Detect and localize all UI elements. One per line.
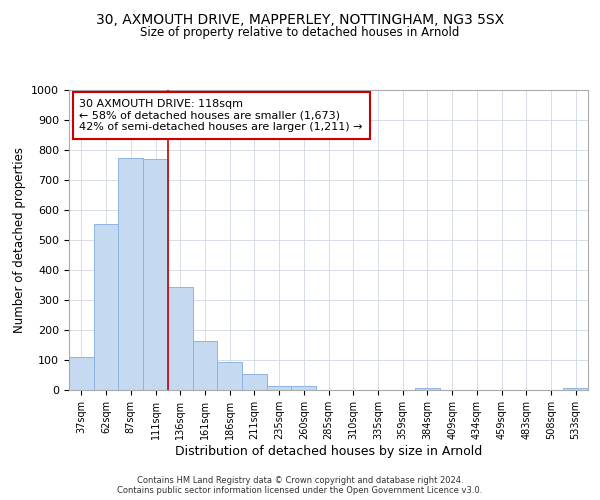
Text: 30 AXMOUTH DRIVE: 118sqm
← 58% of detached houses are smaller (1,673)
42% of sem: 30 AXMOUTH DRIVE: 118sqm ← 58% of detach… [79, 99, 363, 132]
Bar [217, 362, 242, 390]
Bar [168, 286, 193, 390]
Bar [69, 357, 94, 390]
Y-axis label: Number of detached properties: Number of detached properties [13, 147, 26, 333]
Bar [193, 340, 217, 390]
Bar [292, 386, 316, 390]
Bar [143, 159, 168, 390]
Bar [267, 386, 292, 390]
Bar [242, 374, 267, 390]
Text: 30, AXMOUTH DRIVE, MAPPERLEY, NOTTINGHAM, NG3 5SX: 30, AXMOUTH DRIVE, MAPPERLEY, NOTTINGHAM… [96, 12, 504, 26]
Bar [94, 224, 118, 390]
Bar [563, 388, 588, 390]
Text: Contains HM Land Registry data © Crown copyright and database right 2024.
Contai: Contains HM Land Registry data © Crown c… [118, 476, 482, 495]
Text: Size of property relative to detached houses in Arnold: Size of property relative to detached ho… [140, 26, 460, 39]
Bar [415, 388, 440, 390]
X-axis label: Distribution of detached houses by size in Arnold: Distribution of detached houses by size … [175, 444, 482, 458]
Bar [118, 158, 143, 390]
